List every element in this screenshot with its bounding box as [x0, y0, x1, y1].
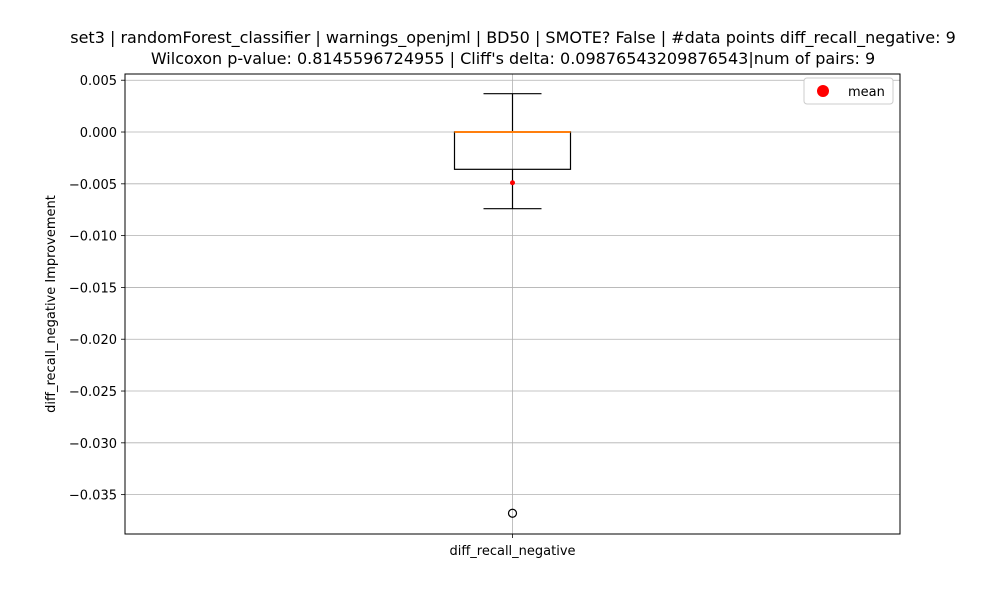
- plot-area: 0.005 0.000 −0.005 −0.010 −0.015 −0.020 −0.025…: [69, 73, 901, 559]
- y-tick-label: −0.005: [69, 178, 117, 193]
- y-tick-label: 0.000: [80, 126, 117, 141]
- legend-mean-marker: [817, 85, 829, 97]
- y-tick-label: 0.005: [80, 74, 117, 89]
- y-tick-label: −0.010: [69, 230, 117, 245]
- mean-marker: [510, 180, 515, 186]
- outlier-point: [507, 508, 518, 518]
- chart-subtitle: Wilcoxon p-value: 0.8145596724955 | Clif…: [151, 49, 875, 68]
- y-axis-label: diff_recall_negative Improvement: [44, 195, 59, 413]
- y-tick-label: −0.035: [69, 489, 117, 504]
- legend-mean-label: mean: [848, 85, 885, 100]
- y-tick-label: −0.025: [69, 385, 117, 400]
- x-tick-label: diff_recall_negative: [449, 544, 575, 559]
- y-tick-label: −0.015: [69, 281, 117, 296]
- legend-frame: [803, 77, 894, 105]
- axes-frame: [124, 73, 901, 535]
- y-tick-label: −0.030: [69, 437, 117, 452]
- chart-title: set3 | randomForest_classifier | warning…: [70, 28, 956, 48]
- y-tick-label: −0.020: [69, 333, 117, 348]
- legend: mean: [803, 77, 894, 105]
